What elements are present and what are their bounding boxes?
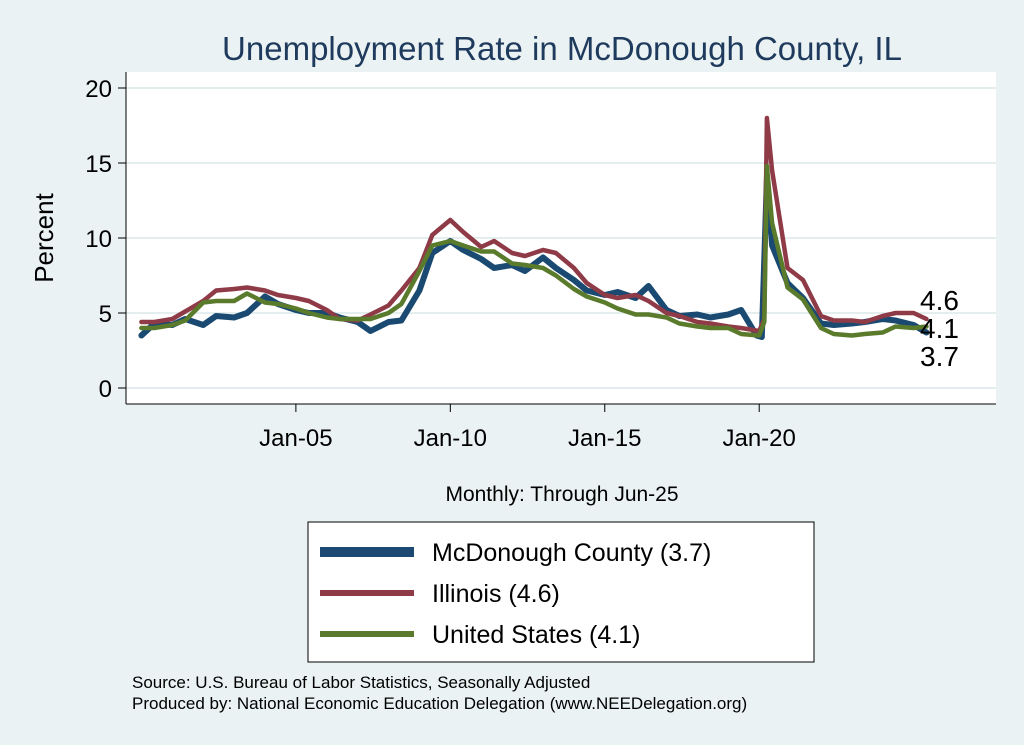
legend-label: McDonough County (3.7) — [432, 539, 711, 567]
end-label: 3.7 — [920, 341, 959, 372]
end-label: 4.6 — [920, 285, 959, 316]
source-note: Source: U.S. Bureau of Labor Statistics,… — [132, 672, 747, 714]
source-line: Source: U.S. Bureau of Labor Statistics,… — [132, 673, 591, 692]
y-axis-label: Percent — [29, 192, 59, 282]
gridlines — [126, 87, 996, 389]
series-line-1 — [139, 115, 929, 334]
legend-label: United States (4.1) — [432, 621, 640, 649]
series-lines — [138, 115, 930, 340]
chart-title: Unemployment Rate in McDonough County, I… — [222, 30, 902, 67]
x-tick-label: Jan-20 — [722, 425, 795, 452]
legend-label: Illinois (4.6) — [432, 580, 560, 608]
end-labels: 3.7 4.64.1 — [920, 285, 959, 372]
legend-entries: McDonough County (3.7) Illinois (4.6) Unit… — [320, 539, 711, 649]
x-tick-label: Jan-05 — [259, 425, 332, 452]
series-line-2 — [139, 163, 929, 338]
x-ticks: Jan-05 Jan-10 Jan-15 Jan-20 — [259, 404, 796, 452]
x-axis-note: Monthly: Through Jun-25 — [445, 483, 678, 506]
y-tick-label: 15 — [85, 151, 112, 178]
y-tick-label: 20 — [85, 76, 112, 103]
end-label: 4.1 — [920, 313, 959, 344]
producer-line: Produced by: National Economic Education… — [132, 694, 748, 713]
x-tick-label: Jan-10 — [414, 425, 487, 452]
y-tick-label: 5 — [99, 301, 112, 328]
x-tick-label: Jan-15 — [568, 425, 641, 452]
y-tick-label: 0 — [99, 376, 112, 403]
y-ticks: 0 5 10 15 20 — [85, 76, 126, 403]
y-tick-label: 10 — [85, 226, 112, 253]
